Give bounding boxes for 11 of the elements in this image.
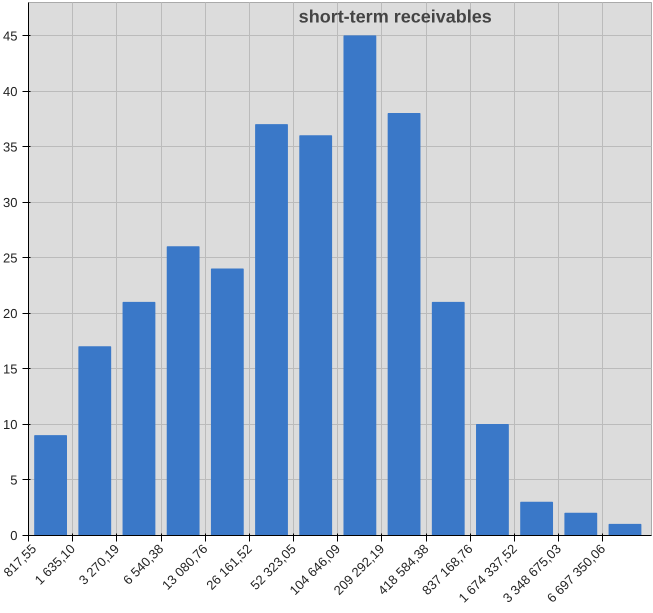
y-tick-label: 45 bbox=[3, 28, 18, 44]
chart-title: short-term receivables bbox=[298, 6, 492, 26]
y-tick-label: 40 bbox=[3, 84, 18, 99]
y-tick-label: 0 bbox=[10, 528, 18, 543]
y-tick-label: 15 bbox=[3, 361, 18, 376]
y-tick-label: 30 bbox=[3, 194, 18, 210]
y-tick-label: 10 bbox=[3, 416, 18, 432]
y-tick-label: 20 bbox=[3, 306, 18, 321]
y-tick-label: 25 bbox=[3, 250, 18, 266]
y-tick-label: 35 bbox=[3, 139, 18, 154]
y-tick-label: 5 bbox=[10, 472, 18, 488]
